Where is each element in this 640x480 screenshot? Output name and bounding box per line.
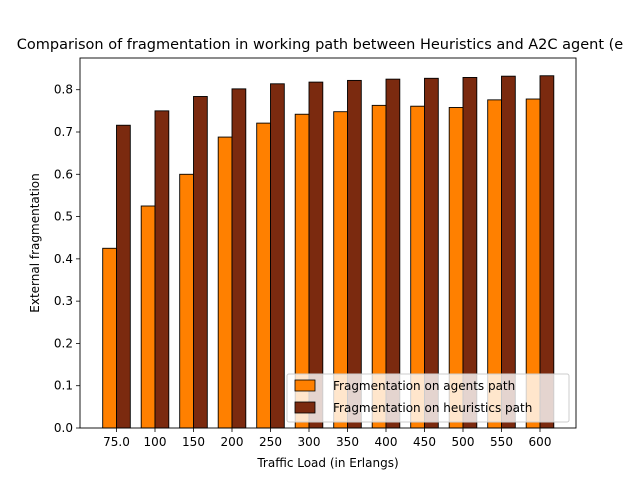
bar-agents-75.0 [102, 247, 117, 429]
x-tick-label: 250 [259, 435, 282, 449]
plot-frame [79, 57, 577, 429]
x-tick-label: 200 [221, 435, 244, 449]
x-tick-label: 600 [529, 435, 552, 449]
legend-swatch-heuristics [294, 401, 316, 414]
chart-legend: Fragmentation on agents path Fragmentati… [286, 373, 570, 423]
x-axis-label: Traffic Load (in Erlangs) [256, 456, 398, 470]
bar-heuristics-150 [193, 96, 208, 429]
legend-label-heuristics: Fragmentation on heuristics path [333, 401, 532, 415]
x-tick-label: 100 [144, 435, 167, 449]
x-tick-label: 300 [298, 435, 321, 449]
legend-frame [286, 373, 570, 423]
x-tick-label: 400 [375, 435, 398, 449]
x-tick-label: 450 [413, 435, 436, 449]
y-tick-label: 0.0 [54, 421, 73, 435]
y-tick-label: 0.1 [54, 379, 73, 393]
bar-agents-100 [140, 205, 156, 429]
bar-agents-250 [256, 122, 271, 429]
y-tick-label: 0.8 [54, 83, 73, 97]
bar-heuristics-100 [154, 110, 170, 429]
y-tick-label: 0.4 [54, 252, 73, 266]
x-tick-label: 500 [452, 435, 475, 449]
y-axis-label: External fragmentation [28, 173, 42, 312]
bar-heuristics-250 [270, 83, 285, 429]
legend-swatch-agents [294, 379, 316, 392]
bar-agents-150 [179, 173, 194, 429]
bars-layer [102, 75, 555, 429]
y-tick-label: 0.2 [54, 336, 73, 350]
y-axis-ticks: 0.0 0.1 0.2 0.3 0.4 0.5 0.6 0.7 0.8 [54, 83, 80, 435]
bar-agents-200 [217, 136, 233, 429]
y-tick-label: 0.6 [54, 167, 73, 181]
legend-label-agents: Fragmentation on agents path [333, 379, 515, 393]
x-tick-label: 550 [490, 435, 513, 449]
chart-title: Comparison of fragmentation in working p… [17, 37, 624, 53]
y-tick-label: 0.3 [54, 294, 73, 308]
x-axis-ticks: 75.0 100 150 200 250 300 350 400 450 500 550 600 [103, 428, 551, 449]
x-tick-label: 150 [182, 435, 205, 449]
x-tick-label: 350 [336, 435, 359, 449]
bar-heuristics-75.0 [116, 124, 131, 429]
y-tick-label: 0.7 [54, 125, 73, 139]
x-tick-label: 75.0 [103, 435, 130, 449]
bar-heuristics-200 [231, 88, 247, 429]
y-tick-label: 0.5 [54, 210, 73, 224]
